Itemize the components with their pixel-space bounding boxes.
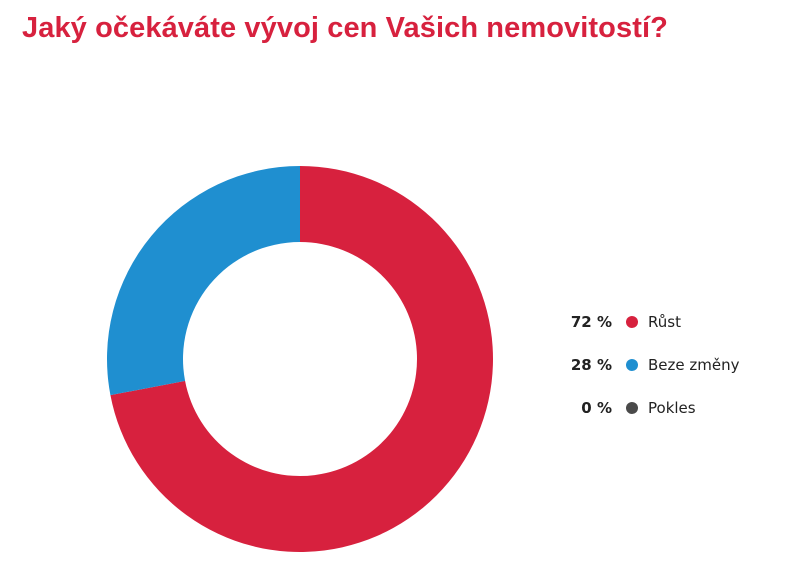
legend-dot-rust	[626, 315, 638, 328]
legend-label-beze-zmeny: Beze změny	[648, 355, 740, 374]
legend-label-pokles: Pokles	[648, 398, 696, 417]
legend-row-rust: 72 % Růst	[548, 300, 740, 343]
legend: 72 % Růst 28 % Beze změny 0 % Pokles	[548, 300, 740, 429]
legend-value-rust: 72 %	[570, 312, 612, 331]
chart-title: Jaký očekáváte vývoj cen Vašich nemovito…	[22, 12, 668, 44]
donut-slice-beze-změny	[107, 166, 300, 396]
legend-value-beze-zmeny: 28 %	[570, 355, 612, 374]
legend-row-pokles: 0 % Pokles	[548, 386, 740, 429]
legend-value-pokles: 0 %	[581, 398, 612, 417]
legend-label-rust: Růst	[648, 312, 681, 331]
donut-slice-růst	[110, 166, 494, 552]
legend-dot-pokles	[626, 401, 638, 414]
legend-row-beze-zmeny: 28 % Beze změny	[548, 343, 740, 386]
legend-dot-beze-zmeny	[626, 358, 638, 371]
